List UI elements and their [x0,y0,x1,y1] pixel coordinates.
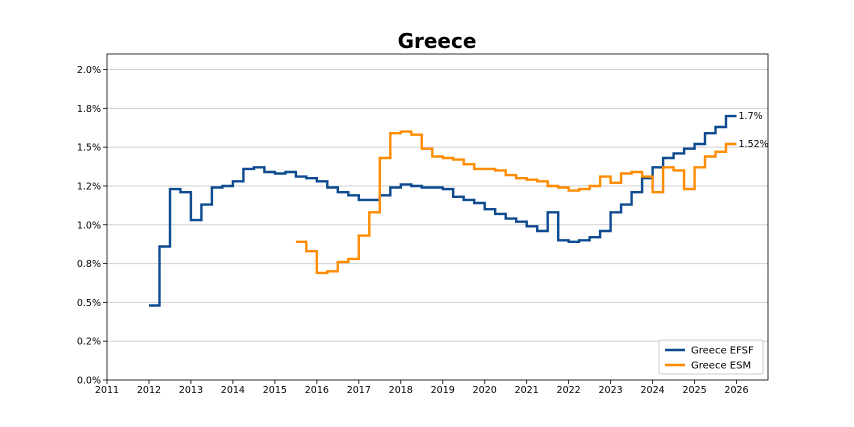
y-tick-label: 0.5% [77,298,101,309]
x-tick-label: 2018 [389,385,413,396]
legend-label: Greece EFSF [691,346,754,357]
y-tick-label: 0.0% [77,376,101,387]
x-tick-label: 2015 [263,385,287,396]
x-tick-label: 2014 [221,385,245,396]
legend: Greece EFSF Greece ESM [658,339,764,375]
series-line-efsf [149,114,737,307]
x-tick-label: 2020 [473,385,497,396]
series-line-esm [295,130,737,275]
end-value-label: 1.7% [739,111,763,122]
x-tick-label: 2012 [137,385,161,396]
series-group [149,114,737,307]
x-tick-label: 2017 [347,385,371,396]
y-tick-label: 1.8% [77,104,101,115]
axes: 0.0% 0.2% 0.5% 0.8% 1.0% 1.2% 1.5% 1.8% 2.0% 2011… [77,65,749,396]
grid-lines [107,69,768,381]
x-tick-label: 2022 [557,385,581,396]
x-tick-label: 2026 [724,385,748,396]
legend-label: Greece ESM [691,361,751,372]
x-tick-label: 2021 [515,385,539,396]
y-tick-label: 0.8% [77,259,101,270]
y-tick-label: 1.5% [77,143,101,154]
x-tick-label: 2011 [95,385,119,396]
x-tick-label: 2013 [179,385,203,396]
y-tick-label: 1.2% [77,181,101,192]
y-tick-label: 0.2% [77,337,101,348]
x-tick-label: 2024 [640,385,664,396]
y-tick-label: 1.0% [77,220,101,231]
end-labels: 1.7% 1.52% [739,111,769,150]
x-tick-label: 2016 [305,385,329,396]
plot-frame [106,53,769,381]
x-tick-label: 2023 [599,385,623,396]
chart-title: Greece [398,29,477,53]
x-tick-label: 2019 [431,385,455,396]
end-value-label: 1.52% [739,139,769,150]
y-tick-label: 2.0% [77,65,101,76]
x-tick-label: 2025 [682,385,706,396]
